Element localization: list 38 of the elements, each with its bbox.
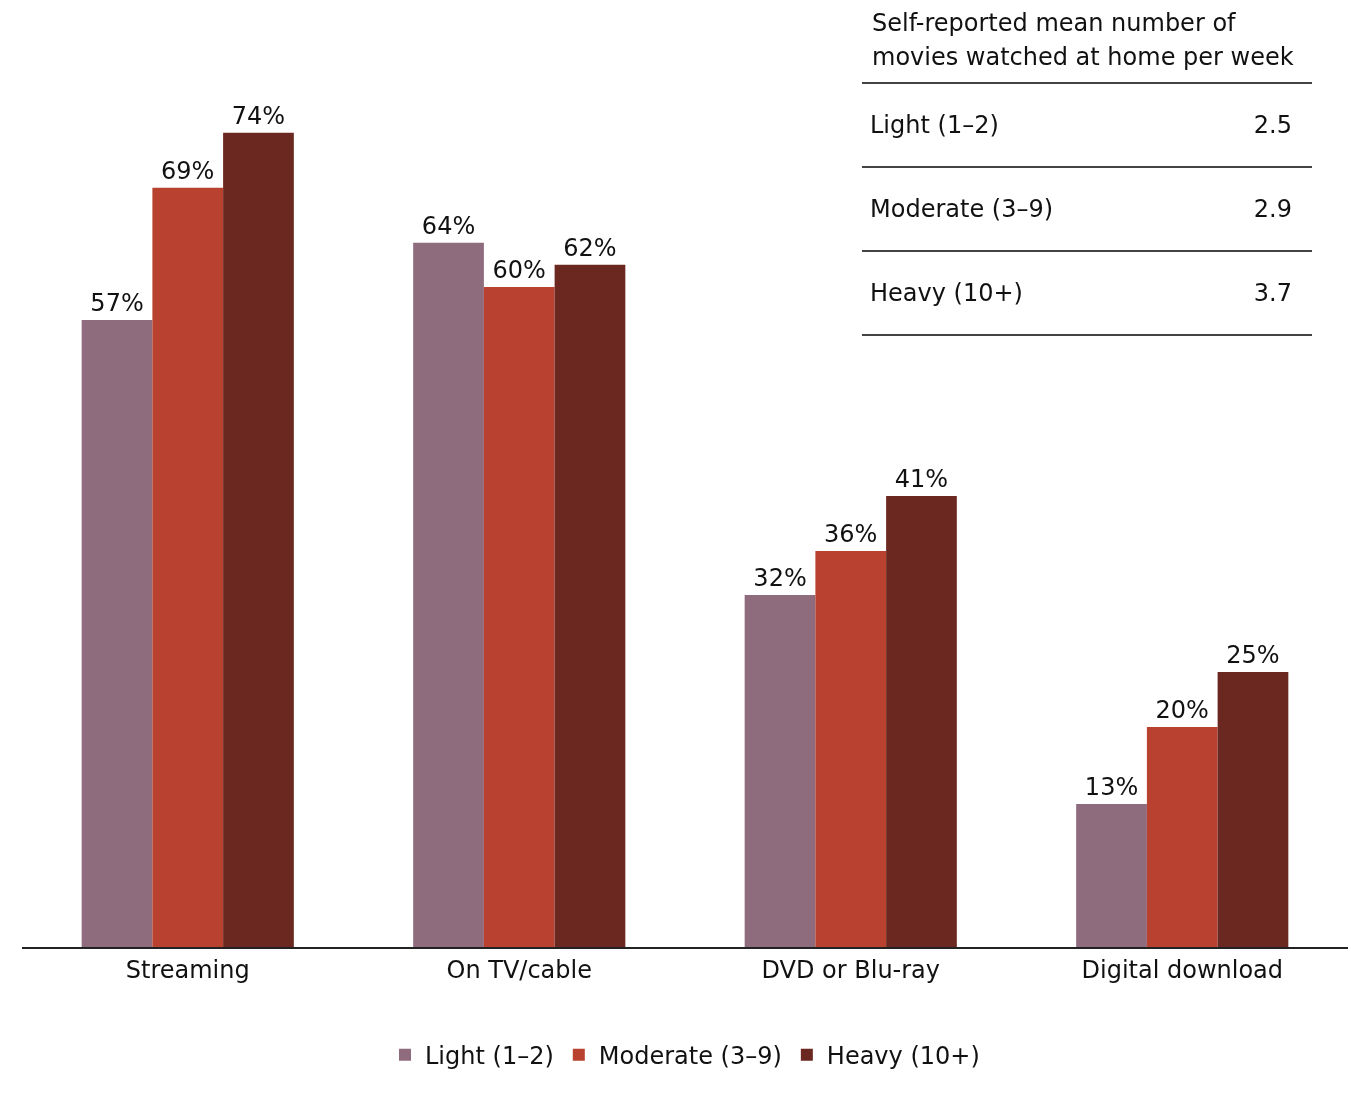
bar bbox=[1076, 803, 1147, 947]
legend-label: Light (1–2) bbox=[425, 1042, 554, 1071]
bar bbox=[223, 132, 294, 947]
data-label: 57% bbox=[90, 288, 144, 317]
bar bbox=[81, 319, 153, 947]
x-tick-label: Streaming bbox=[125, 955, 250, 984]
bar bbox=[1217, 671, 1289, 947]
annotation: 3.7 bbox=[1253, 279, 1292, 307]
data-label: 25% bbox=[1226, 640, 1280, 669]
data-label: 60% bbox=[492, 255, 546, 284]
data-label: 41% bbox=[894, 464, 949, 493]
data-label: 62% bbox=[563, 233, 617, 262]
data-label: 74% bbox=[231, 101, 286, 130]
x-tick-label: Digital download bbox=[1081, 955, 1284, 984]
legend-label: Heavy (10+) bbox=[826, 1042, 980, 1071]
data-label: 13% bbox=[1084, 772, 1139, 801]
annotation: 2.5 bbox=[1253, 111, 1292, 139]
bar bbox=[483, 286, 555, 947]
legend-label: Moderate (3–9) bbox=[598, 1042, 782, 1071]
text: Self-reported mean number of movies watched at home per week bbox=[862, 6, 1312, 84]
bar bbox=[744, 594, 816, 947]
data-label: 69% bbox=[161, 156, 215, 185]
bar bbox=[413, 242, 484, 947]
bar bbox=[1146, 726, 1218, 947]
bar bbox=[815, 550, 887, 947]
data-label: 64% bbox=[421, 211, 476, 240]
bar bbox=[152, 187, 224, 947]
data-label: 36% bbox=[824, 519, 878, 548]
bar bbox=[554, 264, 626, 947]
data-label: 20% bbox=[1155, 695, 1209, 724]
x-tick-label: DVD or Blu-ray bbox=[761, 955, 941, 984]
annotation: 2.9 bbox=[1253, 195, 1292, 223]
x-tick-label: On TV/cable bbox=[446, 955, 592, 984]
annotation: Heavy (10+) bbox=[870, 279, 1023, 307]
annotation: Light (1–2) bbox=[870, 111, 999, 139]
data-label: 32% bbox=[753, 563, 807, 592]
bar bbox=[886, 495, 957, 947]
annotation: Moderate (3–9) bbox=[870, 195, 1054, 223]
